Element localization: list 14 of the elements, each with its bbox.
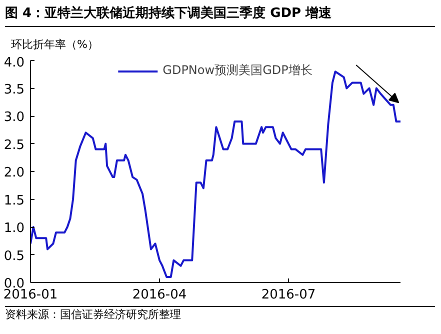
x-tick-label: 2016-07 <box>261 288 316 302</box>
chart-title: 图 4：亚特兰大联储近期持续下调美国三季度 GDP 增速 <box>5 5 332 23</box>
y-tick-label: 1.5 <box>4 193 25 208</box>
y-tick-label: 4.0 <box>4 56 25 70</box>
x-tick-label: 2016-04 <box>132 288 187 302</box>
y-tick-label: 2.5 <box>4 138 25 153</box>
y-tick-label: 3.0 <box>4 110 25 125</box>
y-tick-label: 0.5 <box>4 248 25 264</box>
text: 资料来源：国信证券经济研究所整理 <box>5 307 181 323</box>
y-tick-label: 3.5 <box>4 82 25 98</box>
y-tick-label: 2.0 <box>4 166 25 180</box>
y-axis-title: 环比折年率（%） <box>11 37 98 53</box>
legend-label: GDPNow预测美国GDP增长 <box>162 62 312 79</box>
y-tick-label: 1.0 <box>4 221 25 236</box>
